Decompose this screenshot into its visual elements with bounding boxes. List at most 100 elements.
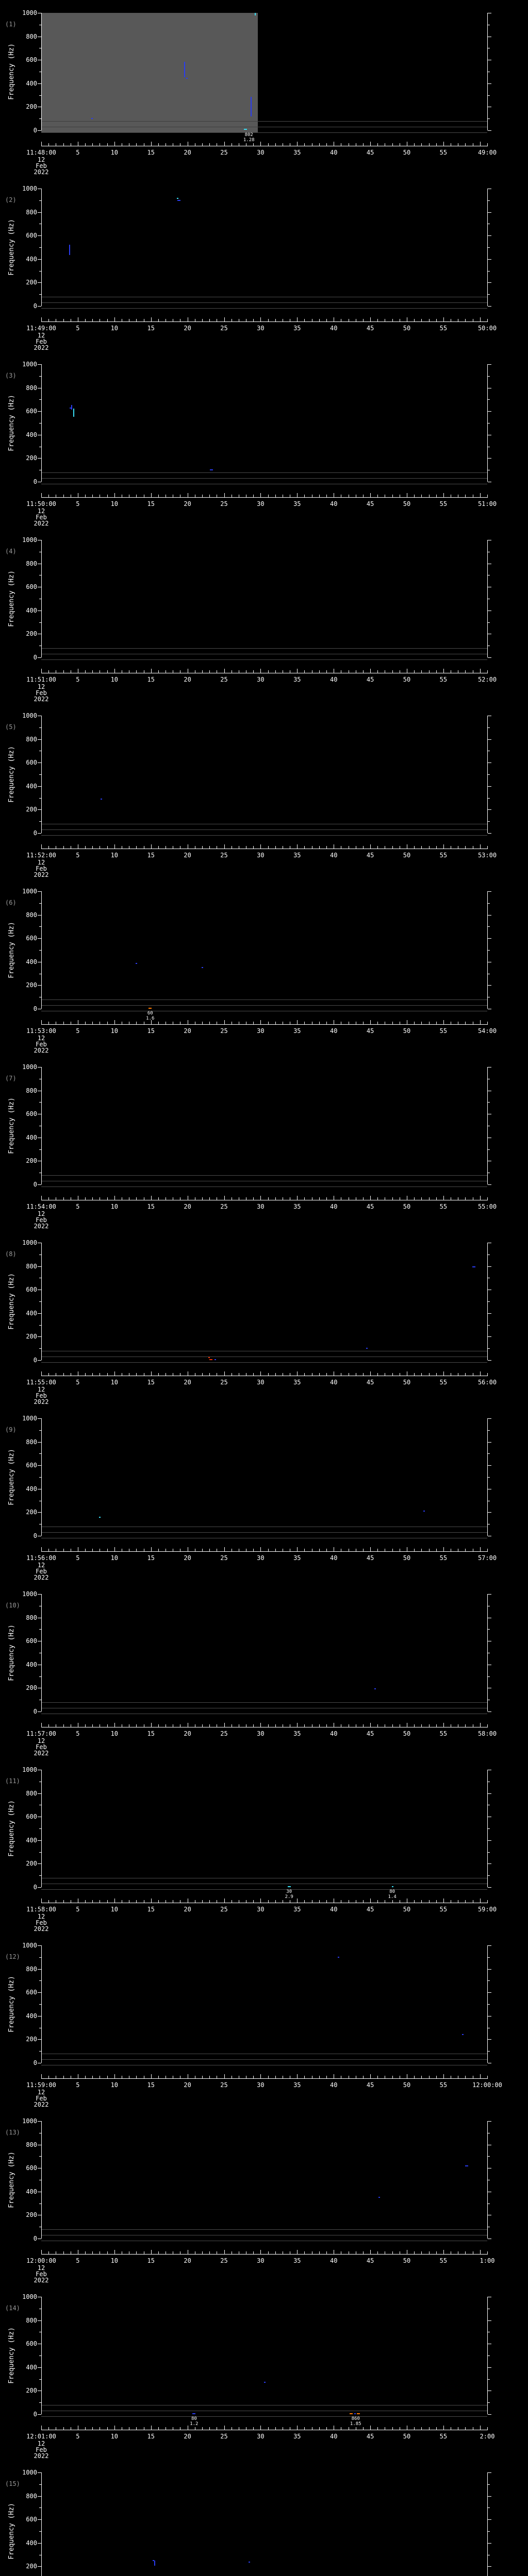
event-mark-vline [184, 62, 185, 78]
time-tick-label: 45 [366, 1027, 374, 1035]
frequency-axis-title: Frequency (Hz) [8, 1800, 15, 1857]
time-minor-tick [107, 319, 108, 321]
time-minor-tick [487, 670, 488, 673]
time-minor-tick [92, 2427, 93, 2430]
time-tick-label: 35 [293, 2257, 301, 2264]
time-minor-tick [202, 1197, 203, 1200]
time-minor-tick [319, 846, 320, 849]
frequency-axis-title: Frequency (Hz) [8, 2503, 15, 2560]
time-minor-tick [209, 1724, 210, 1727]
faint-horizontal-line [41, 1175, 487, 1176]
event-mark-dot [101, 798, 103, 800]
time-minor-tick [268, 1197, 269, 1200]
event-annotation-top: 80 [191, 2416, 197, 2421]
time-minor-tick [275, 143, 276, 146]
event-annotation-top: 30 [286, 1889, 292, 1894]
time-minor-tick [209, 2076, 210, 2078]
time-minor-tick [436, 2076, 437, 2078]
freq-major-tick-left [38, 762, 41, 764]
event-mark-dash [209, 1359, 212, 1361]
start-time-label: 11:55:00 [26, 1379, 56, 1386]
time-tick-label: 50 [403, 1730, 411, 1737]
time-minor-tick [428, 2076, 430, 2078]
freq-tick-label: 0 [33, 1357, 37, 1364]
time-tick-label: 55 [439, 500, 448, 507]
time-major-tick [41, 1371, 42, 1376]
time-tick-label: 20 [184, 2257, 191, 2264]
time-major-tick [151, 1723, 152, 1727]
time-minor-tick [107, 1724, 108, 1727]
date-label: 2022 [34, 2452, 49, 2460]
time-minor-tick [362, 319, 364, 321]
time-minor-tick [326, 319, 327, 321]
time-minor-tick [63, 1373, 64, 1376]
time-minor-tick [63, 1022, 64, 1024]
time-major-tick [370, 669, 371, 673]
time-axis-line [41, 1551, 488, 1552]
time-tick-label: 30 [257, 2257, 265, 2264]
freq-major-tick-right [488, 2367, 491, 2368]
time-minor-tick [421, 2427, 422, 2430]
spectrogram-panel: (13) Frequency (Hz) 0 200 400 600 800 1000 5 10 15… [0, 2108, 528, 2284]
end-time-label: 2:00 [480, 2433, 495, 2440]
time-tick-label: 10 [110, 676, 119, 683]
freq-minor-tick-left [39, 270, 41, 272]
time-minor-tick [326, 1724, 327, 1727]
time-tick-label: 50 [403, 1906, 411, 1913]
time-major-tick [41, 1899, 42, 1903]
time-minor-tick [275, 670, 276, 673]
time-minor-tick [487, 1549, 488, 1551]
freq-axis-left [41, 13, 42, 130]
freq-minor-tick-right [488, 1957, 490, 1958]
time-minor-tick [428, 846, 430, 849]
time-minor-tick [48, 495, 50, 497]
time-tick-label: 35 [293, 1554, 301, 1562]
time-tick-label: 40 [329, 149, 338, 156]
freq-axis-right [487, 1945, 488, 2063]
freq-tick-label: 1000 [22, 1415, 37, 1422]
time-minor-tick [92, 319, 93, 321]
freq-tick-label: 0 [33, 2411, 37, 2418]
time-major-tick [370, 2250, 371, 2254]
freq-tick-label: 400 [26, 606, 37, 614]
event-annotation-bottom: 1.6 [146, 1016, 155, 1021]
faint-horizontal-line [41, 648, 487, 649]
time-major-tick [297, 493, 298, 497]
freq-minor-tick-left [39, 247, 41, 248]
time-tick-label: 40 [329, 1906, 338, 1913]
spectrogram-panel: (12) Frequency (Hz) 0 200 400 600 800 1000 5 10 15… [0, 1933, 528, 2108]
freq-tick-label: 800 [26, 911, 37, 919]
time-tick-label: 45 [366, 852, 374, 859]
freq-tick-label: 800 [26, 1087, 37, 1094]
time-major-tick [480, 1196, 481, 1200]
time-minor-tick [48, 1724, 50, 1727]
freq-major-tick-left [38, 411, 41, 412]
end-time-label: 56:00 [477, 1379, 497, 1386]
time-minor-tick [436, 319, 437, 321]
event-mark-dash [243, 129, 247, 130]
freq-minor-tick-right [488, 1852, 490, 1853]
date-label: 2022 [34, 1574, 49, 1581]
time-minor-tick [253, 1724, 254, 1727]
time-major-tick [41, 669, 42, 673]
time-tick-label: 35 [293, 2081, 301, 2089]
freq-major-tick-right [488, 1465, 491, 1466]
time-tick-label: 55 [439, 1554, 448, 1562]
time-minor-tick [136, 495, 137, 497]
time-minor-tick [202, 2427, 203, 2430]
time-minor-tick [85, 1373, 86, 1376]
time-major-tick [480, 1723, 481, 1727]
time-tick-label: 50 [403, 676, 411, 683]
freq-major-tick-left [38, 1465, 41, 1466]
time-minor-tick [377, 846, 378, 849]
time-minor-tick [428, 1549, 430, 1551]
freq-tick-label: 0 [33, 2059, 37, 2066]
time-minor-tick [253, 1549, 254, 1551]
time-major-tick [151, 1196, 152, 1200]
time-tick-label: 25 [220, 500, 228, 507]
time-major-tick [480, 493, 481, 497]
date-label: Feb [36, 689, 47, 697]
freq-axis-right [487, 189, 488, 306]
time-major-tick [370, 1723, 371, 1727]
freq-minor-tick-left [39, 774, 41, 775]
